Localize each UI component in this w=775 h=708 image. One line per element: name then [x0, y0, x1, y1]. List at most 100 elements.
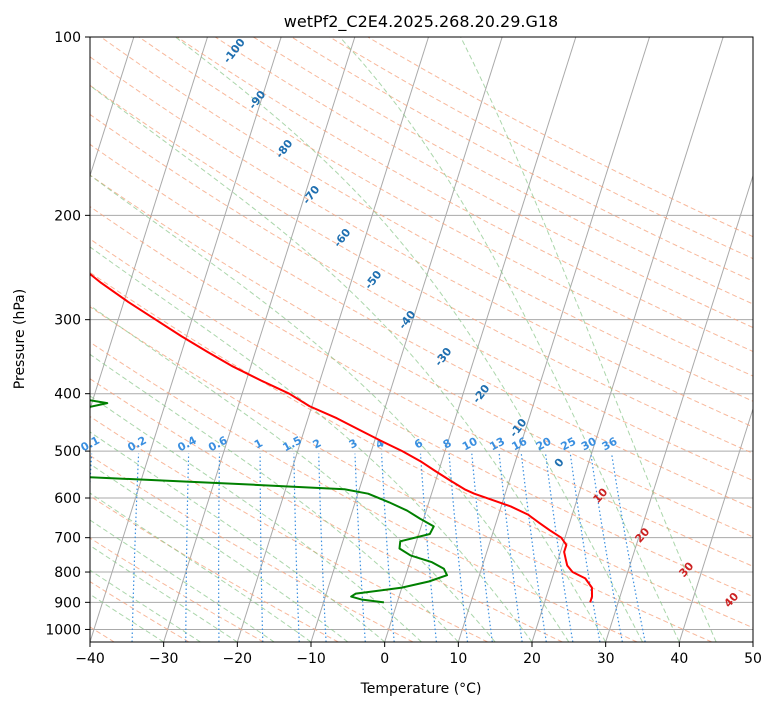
dry-adiabat-line	[138, 37, 753, 377]
isotherm-line	[310, 37, 503, 642]
moist-adiabat-label: 40	[721, 590, 741, 610]
y-tick-label: 100	[54, 30, 81, 46]
dry-adiabat-line	[253, 37, 753, 305]
isotherm-line	[678, 407, 753, 642]
dry-adiabat-line	[90, 378, 563, 642]
moist-adiabat-line	[90, 492, 312, 642]
mixing-ratio-line	[419, 453, 438, 642]
x-tick-label: −20	[223, 651, 253, 667]
dry-adiabat-label: -80	[273, 137, 296, 161]
x-tick-label: −30	[149, 651, 179, 667]
dry-adiabat-line	[90, 495, 339, 642]
moist-adiabat-line	[90, 519, 275, 642]
dry-adiabat-label: -20	[470, 382, 493, 406]
mixing-ratio-line	[318, 453, 327, 642]
y-tick-label: 900	[54, 595, 81, 611]
y-tick-label: 1000	[45, 622, 81, 638]
x-tick-label: 30	[597, 651, 615, 667]
dry-adiabat-line	[367, 37, 753, 238]
moist-adiabat-line	[90, 544, 238, 642]
dry-adiabat-line	[90, 415, 488, 642]
moist-adiabat-line	[175, 37, 643, 642]
moist-adiabat-line	[90, 246, 533, 642]
profile-lines	[90, 272, 594, 604]
chart-title: wetPf2_C2E4.2025.268.20.29.G18	[284, 12, 558, 32]
moist-adiabat-line	[90, 463, 349, 642]
y-tick-label: 600	[54, 491, 81, 507]
mixing-ratio-label: 13	[487, 435, 507, 454]
dry-adiabat-label: -50	[362, 268, 385, 292]
dry-adiabat-line	[90, 581, 190, 642]
dry-adiabat-line	[90, 238, 753, 598]
dry-adiabat-label: -70	[300, 183, 323, 207]
y-axis-ticks: 100 200 300 400 500 600 700 800 900 1000	[45, 30, 90, 638]
dry-adiabat-line	[90, 206, 753, 567]
x-axis-ticks: −40 −30 −20 −10 0 10 20 30 40 50	[75, 642, 762, 667]
dry-adiabat-line	[90, 113, 753, 482]
dry-adiabat-line	[90, 84, 753, 454]
isotherm-line	[90, 37, 135, 178]
y-tick-label: 200	[54, 208, 81, 224]
mixing-ratio-label: 20	[534, 435, 554, 454]
dry-adiabat-label: -60	[331, 226, 354, 250]
isotherm-line	[236, 37, 429, 642]
dry-adiabat-line	[214, 37, 753, 329]
mixing-ratio-label: 3	[347, 436, 360, 451]
x-tick-label: 10	[449, 651, 467, 667]
mixing-ratio-line	[293, 453, 300, 642]
dry-adiabat-line	[329, 37, 753, 260]
moist-adiabat-line	[90, 174, 570, 642]
isotherm-line	[90, 37, 208, 411]
y-tick-label: 700	[54, 531, 81, 547]
mixing-ratio-label: 6	[412, 436, 425, 451]
x-tick-label: 20	[523, 651, 541, 667]
mixing-ratio-line	[218, 453, 221, 642]
moist-adiabat-line	[460, 37, 717, 642]
dewpoint-profile-line	[90, 399, 449, 604]
dry-adiabat-line	[90, 306, 712, 642]
dry-adiabat-labels: -100-90-80-70-60-50-40-30-20-100	[221, 36, 567, 470]
y-axis-label: Pressure (hPa)	[12, 289, 28, 389]
moist-adiabat-line	[90, 431, 385, 642]
dry-adiabat-line	[90, 271, 753, 629]
dry-adiabat-line	[90, 537, 264, 642]
x-tick-label: 40	[670, 651, 688, 667]
mixing-ratio-line	[185, 453, 190, 642]
x-tick-label: −40	[75, 651, 105, 667]
dry-adiabat-line	[90, 174, 753, 538]
y-tick-label: 800	[54, 565, 81, 581]
isotherm-line	[752, 640, 753, 642]
dry-adiabat-label: -30	[432, 345, 455, 369]
moist-adiabat-line	[90, 569, 201, 642]
x-tick-label: 50	[744, 651, 762, 667]
temperature-profile-line	[90, 272, 594, 603]
isotherm-line	[605, 174, 753, 642]
y-tick-label: 300	[54, 313, 81, 329]
mixing-ratio-label: 30	[579, 435, 599, 454]
mixing-ratio-line	[471, 453, 493, 642]
mixing-ratio-label: 1	[252, 436, 265, 451]
x-tick-label: 0	[380, 651, 389, 667]
dry-adiabat-label: 0	[552, 456, 567, 470]
dry-adiabat-line	[100, 37, 753, 402]
mixing-ratio-line	[520, 453, 547, 642]
isotherm-line	[457, 37, 650, 642]
isotherm-line	[163, 37, 356, 642]
moist-adiabat-line	[90, 304, 496, 642]
mixing-ratio-label: 25	[559, 435, 579, 454]
background-grid	[0, 37, 753, 642]
dry-adiabat-label: -100	[221, 36, 248, 66]
mixing-ratio-line	[354, 453, 366, 642]
dry-adiabat-line	[291, 37, 753, 282]
x-tick-label: −10	[296, 651, 326, 667]
plot-frame	[89, 36, 754, 643]
isotherm-line	[0, 37, 60, 642]
dry-adiabat-line	[90, 143, 753, 509]
moist-adiabat-line	[90, 353, 459, 642]
moist-adiabat-label: 20	[632, 525, 652, 545]
mixing-ratio-line	[131, 453, 140, 642]
mixing-ratio-line	[569, 453, 601, 642]
mixing-ratio-label: 36	[600, 435, 620, 454]
